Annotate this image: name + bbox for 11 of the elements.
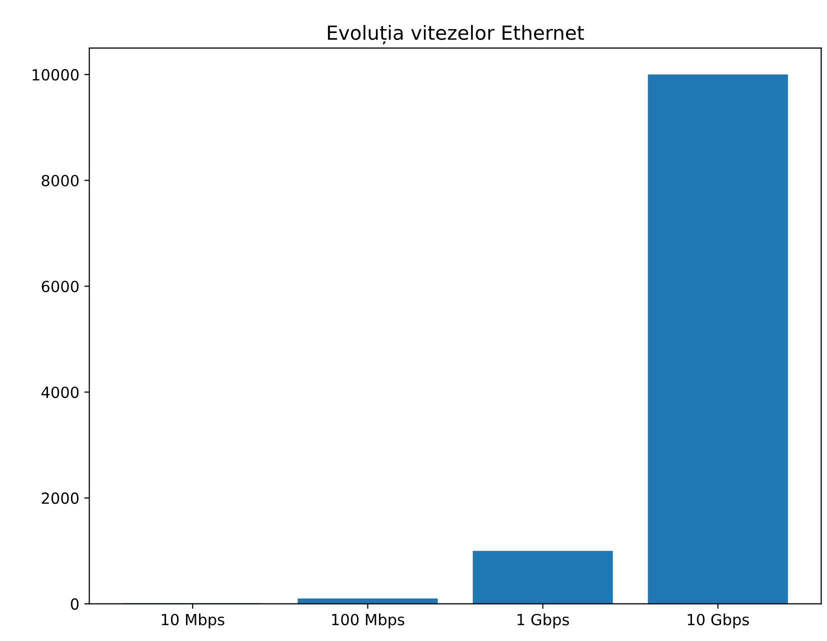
y-tick-label: 6000 <box>42 280 79 292</box>
chart-title: Evoluția vitezelor Ethernet <box>328 24 584 44</box>
x-tick-label: 1 Gbps <box>518 614 569 628</box>
y-tick-label: 8000 <box>42 174 79 186</box>
y-tick-label: 4000 <box>41 386 79 398</box>
x-tick-label: 10 Mbps <box>162 614 224 628</box>
y-tick-label: 0 <box>70 598 79 610</box>
x-tick-label: 100 Mbps <box>332 614 404 628</box>
y-tick-label: 2000 <box>42 492 79 504</box>
y-tick-label: 10000 <box>32 69 79 81</box>
x-tick-label: 10 Gbps <box>688 614 749 628</box>
